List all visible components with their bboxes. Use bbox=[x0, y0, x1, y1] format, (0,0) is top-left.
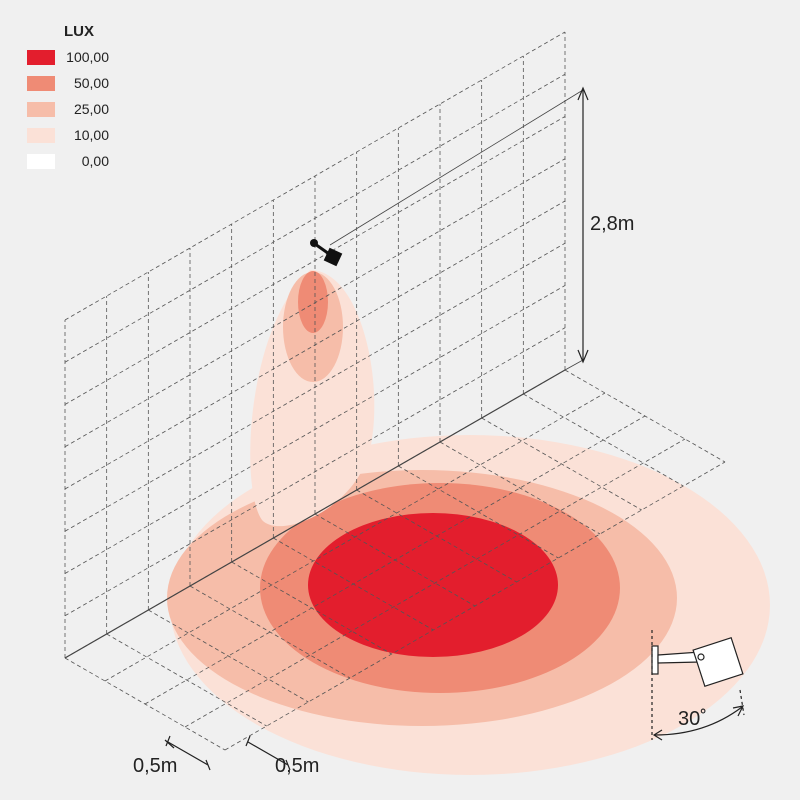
floor-grid-line bbox=[148, 609, 309, 703]
floor-luminaire bbox=[651, 630, 745, 741]
grid-dimensions bbox=[164, 735, 291, 771]
grid bbox=[64, 31, 726, 751]
angle-label: 30˚ bbox=[678, 708, 707, 730]
depth-label: 0,5m bbox=[133, 755, 177, 777]
legend-label: 100,00 bbox=[66, 49, 109, 65]
legend-label: 10,00 bbox=[74, 127, 109, 143]
width-label: 0,5m bbox=[275, 755, 319, 777]
wall-grid-line bbox=[64, 285, 566, 574]
wall-grid-line bbox=[64, 158, 566, 448]
wall-spot-50 bbox=[298, 271, 328, 333]
floor-grid-line bbox=[106, 633, 267, 727]
legend-label: 0,00 bbox=[82, 153, 109, 169]
floor-grid-line bbox=[104, 392, 606, 682]
floor-grid-line bbox=[144, 415, 646, 705]
legend-title: LUX bbox=[64, 23, 94, 40]
legend: 100,00 50,00 25,00 10,00 0,00 bbox=[27, 49, 109, 169]
floor-grid-line bbox=[439, 441, 601, 535]
wall-grid-line bbox=[64, 327, 566, 617]
wall-grid-line bbox=[64, 116, 566, 405]
spot-100 bbox=[308, 513, 558, 657]
height-dimension: 2,8m bbox=[329, 86, 634, 371]
wall-base-line bbox=[64, 369, 566, 659]
wall-grid-line bbox=[64, 31, 566, 321]
wall-grid-line bbox=[64, 242, 566, 532]
wall-grid-line bbox=[64, 200, 566, 490]
floor-grid-line bbox=[184, 438, 686, 728]
legend-label: 50,00 bbox=[74, 75, 109, 91]
floor-grid-line bbox=[398, 465, 559, 559]
floor-grid-line bbox=[189, 585, 351, 679]
height-label: 2,8m bbox=[590, 213, 634, 235]
legend-swatch bbox=[27, 128, 55, 143]
wall-spot-10 bbox=[250, 270, 375, 527]
wall-luminaire bbox=[310, 239, 343, 267]
legend-swatch bbox=[27, 76, 55, 91]
legend-label: 25,00 bbox=[74, 101, 109, 117]
legend-swatch bbox=[27, 50, 55, 65]
legend-swatch bbox=[27, 102, 55, 117]
wall-grid-line bbox=[64, 73, 566, 363]
legend-swatch bbox=[27, 154, 55, 169]
floor-grid-line bbox=[224, 461, 726, 751]
floor-grid-line bbox=[481, 417, 642, 511]
